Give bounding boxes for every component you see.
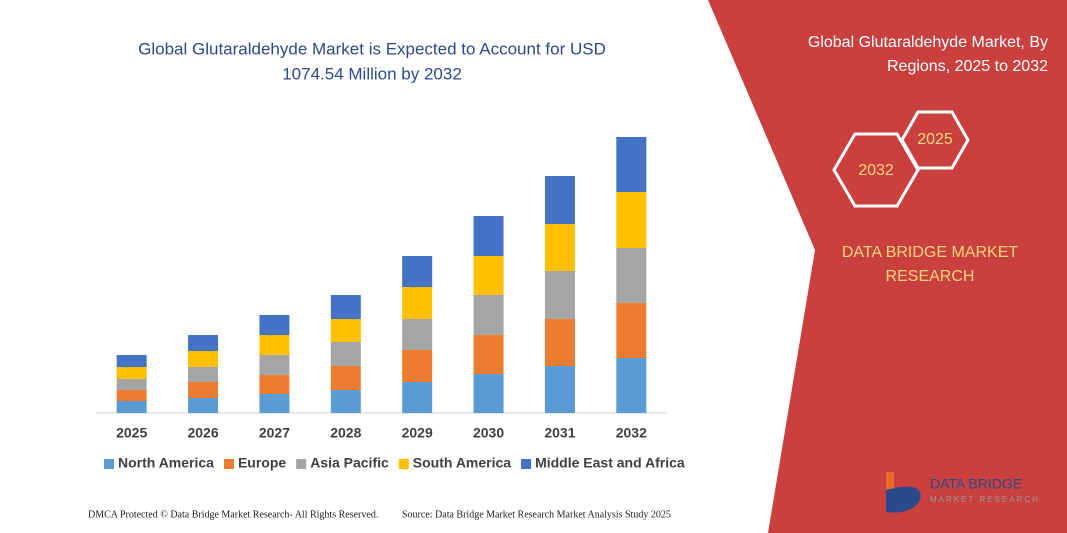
panel-title: Global Glutaraldehyde Market, By (808, 34, 1048, 51)
bar-segment (473, 335, 504, 374)
hexagon (832, 132, 920, 208)
bar-segment (402, 319, 433, 350)
legend-swatch (223, 459, 234, 469)
bar-segment (259, 394, 290, 413)
x-tick-label: 2029 (402, 425, 433, 441)
logo: DATA BRIDGE MARKET RESEARCH (886, 472, 1040, 513)
bar-segment (116, 401, 147, 413)
bar-segment (188, 335, 219, 351)
legend-label: Middle East and Africa (535, 455, 685, 471)
x-tick-label: 2028 (330, 425, 361, 441)
bar-segment (116, 367, 147, 379)
brand-text: DATA BRIDGE MARKET (842, 244, 1019, 261)
bar-segment (188, 398, 219, 413)
legend-label: North America (118, 455, 214, 471)
bar-segment (473, 216, 504, 256)
x-tick-label: 2027 (259, 425, 290, 441)
legend-swatch (104, 459, 114, 469)
bar-segment (544, 176, 575, 224)
bar-segment (330, 366, 361, 390)
bar-segment (188, 351, 219, 367)
bar-segment (259, 375, 290, 394)
bar-segment (473, 295, 504, 335)
x-tick-label: 2030 (473, 425, 504, 441)
hex-label: 2025 (917, 131, 953, 148)
bar-segment (616, 192, 647, 248)
bar-segment (544, 271, 575, 319)
bar-segment (116, 355, 147, 367)
bar-segment (473, 374, 504, 413)
bar-segment (259, 315, 290, 335)
bar-segment (402, 382, 433, 413)
side-panel (708, 0, 1067, 533)
bar-segment (330, 342, 361, 366)
legend-label: Europe (238, 455, 286, 471)
bar-segment (473, 256, 504, 295)
legend-label: Asia Pacific (310, 455, 389, 471)
hex-label: 2032 (858, 162, 894, 179)
bar-segment (616, 248, 647, 303)
bar-segment (116, 379, 147, 390)
bar-segment (188, 382, 219, 398)
bar-segment (544, 224, 575, 271)
bar-segment (402, 287, 433, 319)
legend-swatch (398, 459, 409, 469)
bar-segment (544, 366, 575, 413)
bar-segment (330, 319, 361, 342)
legend-label: South America (413, 455, 511, 471)
footer-right: Source: Data Bridge Market Research Mark… (402, 509, 671, 520)
bar-segment (616, 137, 647, 192)
bar-segment (616, 358, 647, 413)
bar-segment (616, 303, 647, 358)
bar-segment (402, 350, 433, 382)
logo-tagline: MARKET RESEARCH (930, 495, 1040, 504)
bar-segment (188, 367, 219, 382)
bar-segment (259, 355, 290, 375)
legend-swatch (296, 459, 307, 469)
x-tick-label: 2032 (616, 425, 647, 441)
bar-segment (330, 295, 361, 319)
chart-title: 1074.54 Million by 2032 (282, 64, 462, 83)
bar-segment (330, 390, 361, 413)
x-tick-label: 2025 (116, 425, 147, 441)
bar-segment (116, 390, 147, 401)
footer-left: DMCA Protected © Data Bridge Market Rese… (88, 509, 378, 520)
logo-shape (886, 486, 921, 513)
x-tick-label: 2026 (187, 425, 218, 441)
chart-title: Global Glutaraldehyde Market is Expected… (138, 39, 606, 58)
logo-name: DATA BRIDGE (930, 476, 1022, 492)
bar-segment (402, 256, 433, 287)
brand-text: RESEARCH (886, 268, 975, 285)
legend-swatch (521, 459, 532, 469)
x-tick-label: 2031 (544, 425, 575, 441)
panel-title: Regions, 2025 to 2032 (887, 58, 1048, 75)
bar-segment (259, 335, 290, 355)
bar-segment (544, 319, 575, 366)
